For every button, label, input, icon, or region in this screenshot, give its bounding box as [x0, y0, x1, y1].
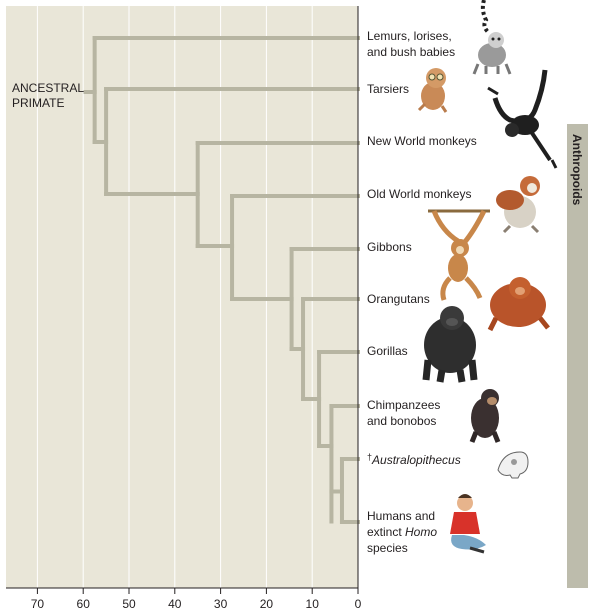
taxon-label-old-world-monkeys: Old World monkeys	[367, 187, 471, 201]
time-axis	[6, 6, 359, 594]
taxon-name: Australopithecus	[371, 453, 461, 467]
taxon-label-humans: extinct Homo	[367, 525, 437, 539]
axis-tick-label: 20	[260, 597, 274, 611]
tarsier-illustration	[417, 68, 448, 113]
taxa-labels: Lemurs, lorises, and bush babies Tarsiers N…	[367, 29, 477, 555]
taxon-label-humans: species	[367, 541, 408, 555]
anthropoids-bar	[567, 124, 588, 588]
chimpanzee-illustration	[469, 389, 501, 443]
patas-monkey-illustration	[496, 176, 540, 234]
anthropoids-label: Anthropoids	[570, 134, 584, 206]
taxon-genus: Homo	[405, 525, 437, 539]
tree-branches	[83, 36, 360, 524]
lemur-illustration	[472, 0, 512, 75]
axis-tick-label: 70	[31, 597, 45, 611]
spider-monkey-illustration	[487, 69, 558, 169]
taxon-text: extinct	[367, 525, 405, 539]
taxon-label-chimpanzees: and bonobos	[367, 414, 436, 428]
skull-illustration	[497, 451, 529, 479]
taxon-label-gorillas: Gorillas	[367, 344, 408, 358]
axis-tick-label: 0	[355, 597, 362, 611]
taxon-label-tarsiers: Tarsiers	[367, 82, 409, 96]
gorilla-illustration	[422, 306, 478, 383]
axis-tick-label: 10	[306, 597, 320, 611]
root-label-line1: ANCESTRAL	[12, 81, 84, 95]
taxon-label-australopithecus: †Australopithecus	[367, 452, 461, 467]
axis-tick-labels: 70 60 50 40 30 20 10 0	[31, 597, 362, 611]
orangutan-illustration	[487, 277, 550, 332]
taxon-label-lemurs: and bush babies	[367, 45, 455, 59]
taxon-label-lemurs: Lemurs, lorises,	[367, 29, 452, 43]
taxon-label-chimpanzees: Chimpanzees	[367, 398, 440, 412]
human-illustration	[450, 494, 486, 554]
axis-tick-label: 60	[77, 597, 91, 611]
taxon-label-new-world-monkeys: New World monkeys	[367, 134, 477, 148]
axis-tick-label: 30	[214, 597, 228, 611]
taxon-label-humans: Humans and	[367, 509, 435, 523]
axis-tick-label: 40	[168, 597, 182, 611]
gibbon-illustration	[428, 209, 490, 301]
taxon-label-gibbons: Gibbons	[367, 240, 412, 254]
tree-panel	[6, 6, 358, 588]
extinct-dagger: †	[367, 452, 372, 462]
root-label-line2: PRIMATE	[12, 96, 64, 110]
axis-tick-label: 50	[122, 597, 136, 611]
taxon-label-orangutans: Orangutans	[367, 292, 430, 306]
